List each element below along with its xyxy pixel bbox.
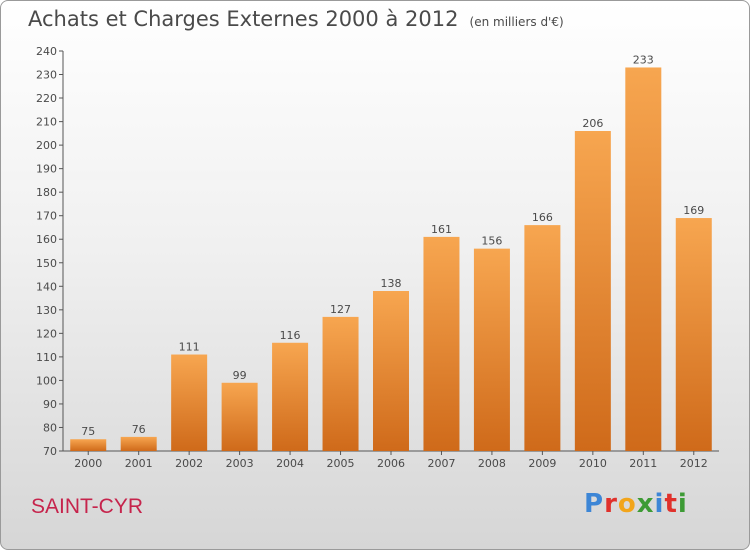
- y-tick-label: 200: [36, 139, 57, 152]
- x-tick-label: 2007: [427, 457, 455, 470]
- commune-name: SAINT-CYR: [31, 495, 144, 518]
- x-tick-label: 2001: [125, 457, 153, 470]
- y-tick-label: 90: [43, 398, 57, 411]
- y-tick-label: 160: [36, 233, 57, 246]
- data-label: 156: [481, 235, 502, 248]
- bar: [171, 354, 208, 451]
- data-labels: 75 76 111 99 116 127 138 161 156 166 206 233 169: [81, 53, 704, 438]
- data-label: 127: [330, 303, 351, 316]
- logo-letter: t: [664, 489, 678, 519]
- data-label: 169: [683, 204, 704, 217]
- data-label: 116: [280, 329, 301, 342]
- x-tick-label: 2008: [478, 457, 506, 470]
- y-tick-label: 190: [36, 163, 57, 176]
- y-tick-label: 210: [36, 116, 57, 129]
- bar: [423, 236, 460, 451]
- bar: [524, 225, 561, 451]
- chart-title-main: Achats et Charges Externes 2000 à 2012: [28, 7, 459, 31]
- proxiti-logo: Proxiti: [584, 489, 688, 519]
- bars: [70, 67, 712, 452]
- logo-letter: i: [677, 489, 688, 519]
- bar: [70, 439, 107, 451]
- bar: [221, 382, 258, 451]
- y-tick-label: 120: [36, 327, 57, 340]
- logo-letter: o: [617, 489, 637, 519]
- logo-letter: P: [584, 489, 605, 519]
- bar: [473, 248, 510, 451]
- y-tick-label: 130: [36, 304, 57, 317]
- data-label: 99: [233, 369, 247, 382]
- y-tick-label: 110: [36, 351, 57, 364]
- logo-letter: x: [636, 489, 655, 519]
- x-tick-label: 2003: [226, 457, 254, 470]
- data-label: 138: [381, 277, 402, 290]
- y-tick-label: 240: [36, 45, 57, 58]
- y-tick-label: 180: [36, 186, 57, 199]
- axes: 7080901001101201301401501601701801902002…: [36, 45, 719, 470]
- chart-title-unit: (en milliers d'€): [469, 15, 564, 29]
- data-label: 166: [532, 211, 553, 224]
- x-tick-label: 2002: [175, 457, 203, 470]
- data-label: 233: [633, 53, 654, 66]
- bar: [574, 131, 611, 451]
- x-tick-label: 2012: [680, 457, 708, 470]
- x-tick-label: 2005: [327, 457, 355, 470]
- x-tick-label: 2000: [74, 457, 102, 470]
- bar: [120, 436, 157, 451]
- y-tick-label: 220: [36, 92, 57, 105]
- y-tick-label: 230: [36, 69, 57, 82]
- x-tick-label: 2011: [629, 457, 657, 470]
- bar: [373, 291, 409, 451]
- bar: [272, 342, 309, 451]
- y-tick-label: 100: [36, 374, 57, 387]
- x-tick-label: 2010: [579, 457, 607, 470]
- chart-title: Achats et Charges Externes 2000 à 2012 (…: [28, 7, 564, 31]
- y-tick-label: 140: [36, 280, 57, 293]
- data-label: 75: [81, 425, 95, 438]
- y-tick-label: 170: [36, 210, 57, 223]
- y-tick-label: 70: [43, 445, 57, 458]
- logo-letter: i: [654, 489, 665, 519]
- y-tick-label: 150: [36, 257, 57, 270]
- data-label: 76: [132, 423, 146, 436]
- y-tick-label: 80: [43, 421, 57, 434]
- x-tick-label: 2004: [276, 457, 304, 470]
- logo-letter: r: [604, 489, 618, 519]
- data-label: 111: [179, 341, 200, 354]
- data-label: 161: [431, 223, 452, 236]
- bar: [675, 218, 712, 451]
- x-tick-label: 2006: [377, 457, 405, 470]
- data-label: 206: [582, 117, 603, 130]
- bar: [625, 67, 662, 452]
- x-tick-label: 2009: [528, 457, 556, 470]
- bar: [322, 316, 359, 451]
